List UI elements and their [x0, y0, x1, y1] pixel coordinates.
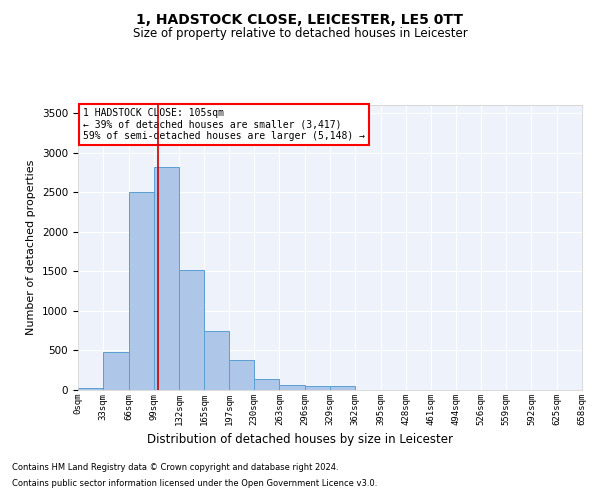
- Text: 1 HADSTOCK CLOSE: 105sqm
← 39% of detached houses are smaller (3,417)
59% of sem: 1 HADSTOCK CLOSE: 105sqm ← 39% of detach…: [83, 108, 365, 141]
- Bar: [205, 330, 229, 390]
- Text: Distribution of detached houses by size in Leicester: Distribution of detached houses by size …: [147, 432, 453, 446]
- Text: Size of property relative to detached houses in Leicester: Size of property relative to detached ho…: [133, 28, 467, 40]
- Text: Contains HM Land Registry data © Crown copyright and database right 2024.: Contains HM Land Registry data © Crown c…: [12, 464, 338, 472]
- Bar: [330, 386, 355, 390]
- Text: 1, HADSTOCK CLOSE, LEICESTER, LE5 0TT: 1, HADSTOCK CLOSE, LEICESTER, LE5 0TT: [137, 12, 464, 26]
- Bar: [179, 270, 205, 390]
- Bar: [254, 379, 280, 390]
- Bar: [280, 385, 305, 390]
- Y-axis label: Number of detached properties: Number of detached properties: [26, 160, 37, 335]
- Bar: [229, 360, 254, 390]
- Text: Contains public sector information licensed under the Open Government Licence v3: Contains public sector information licen…: [12, 478, 377, 488]
- Bar: [103, 352, 128, 390]
- Bar: [128, 192, 154, 390]
- Bar: [154, 167, 179, 390]
- Bar: [305, 386, 330, 390]
- Bar: [78, 388, 103, 390]
